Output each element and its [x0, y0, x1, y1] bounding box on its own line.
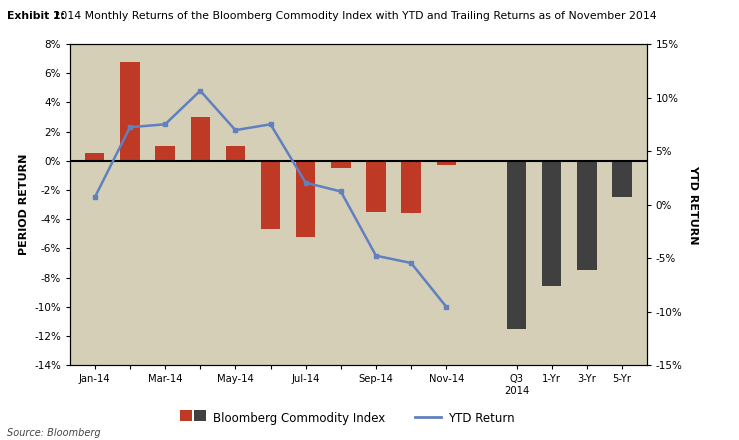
Bar: [542, 161, 562, 286]
Y-axis label: PERIOD RETURN: PERIOD RETURN: [18, 154, 29, 255]
Bar: [507, 161, 526, 329]
Bar: [367, 161, 386, 212]
Bar: [225, 146, 245, 161]
Text: Exhibit 1:: Exhibit 1:: [7, 11, 65, 21]
Bar: [577, 161, 596, 270]
Bar: [401, 161, 420, 213]
Bar: [296, 161, 316, 237]
Bar: [261, 161, 280, 229]
Bar: [155, 146, 174, 161]
Text: Source: Bloomberg: Source: Bloomberg: [7, 428, 101, 438]
Bar: [85, 154, 104, 161]
Text: 2014 Monthly Returns of the Bloomberg Commodity Index with YTD and Trailing Retu: 2014 Monthly Returns of the Bloomberg Co…: [50, 11, 657, 21]
Legend: Bloomberg Commodity Index, YTD Return: Bloomberg Commodity Index, YTD Return: [175, 407, 520, 430]
Bar: [613, 161, 632, 197]
Bar: [120, 62, 140, 161]
Y-axis label: YTD RETURN: YTD RETURN: [688, 165, 698, 244]
Bar: [437, 161, 456, 165]
Bar: [191, 117, 210, 161]
Bar: [331, 161, 350, 168]
